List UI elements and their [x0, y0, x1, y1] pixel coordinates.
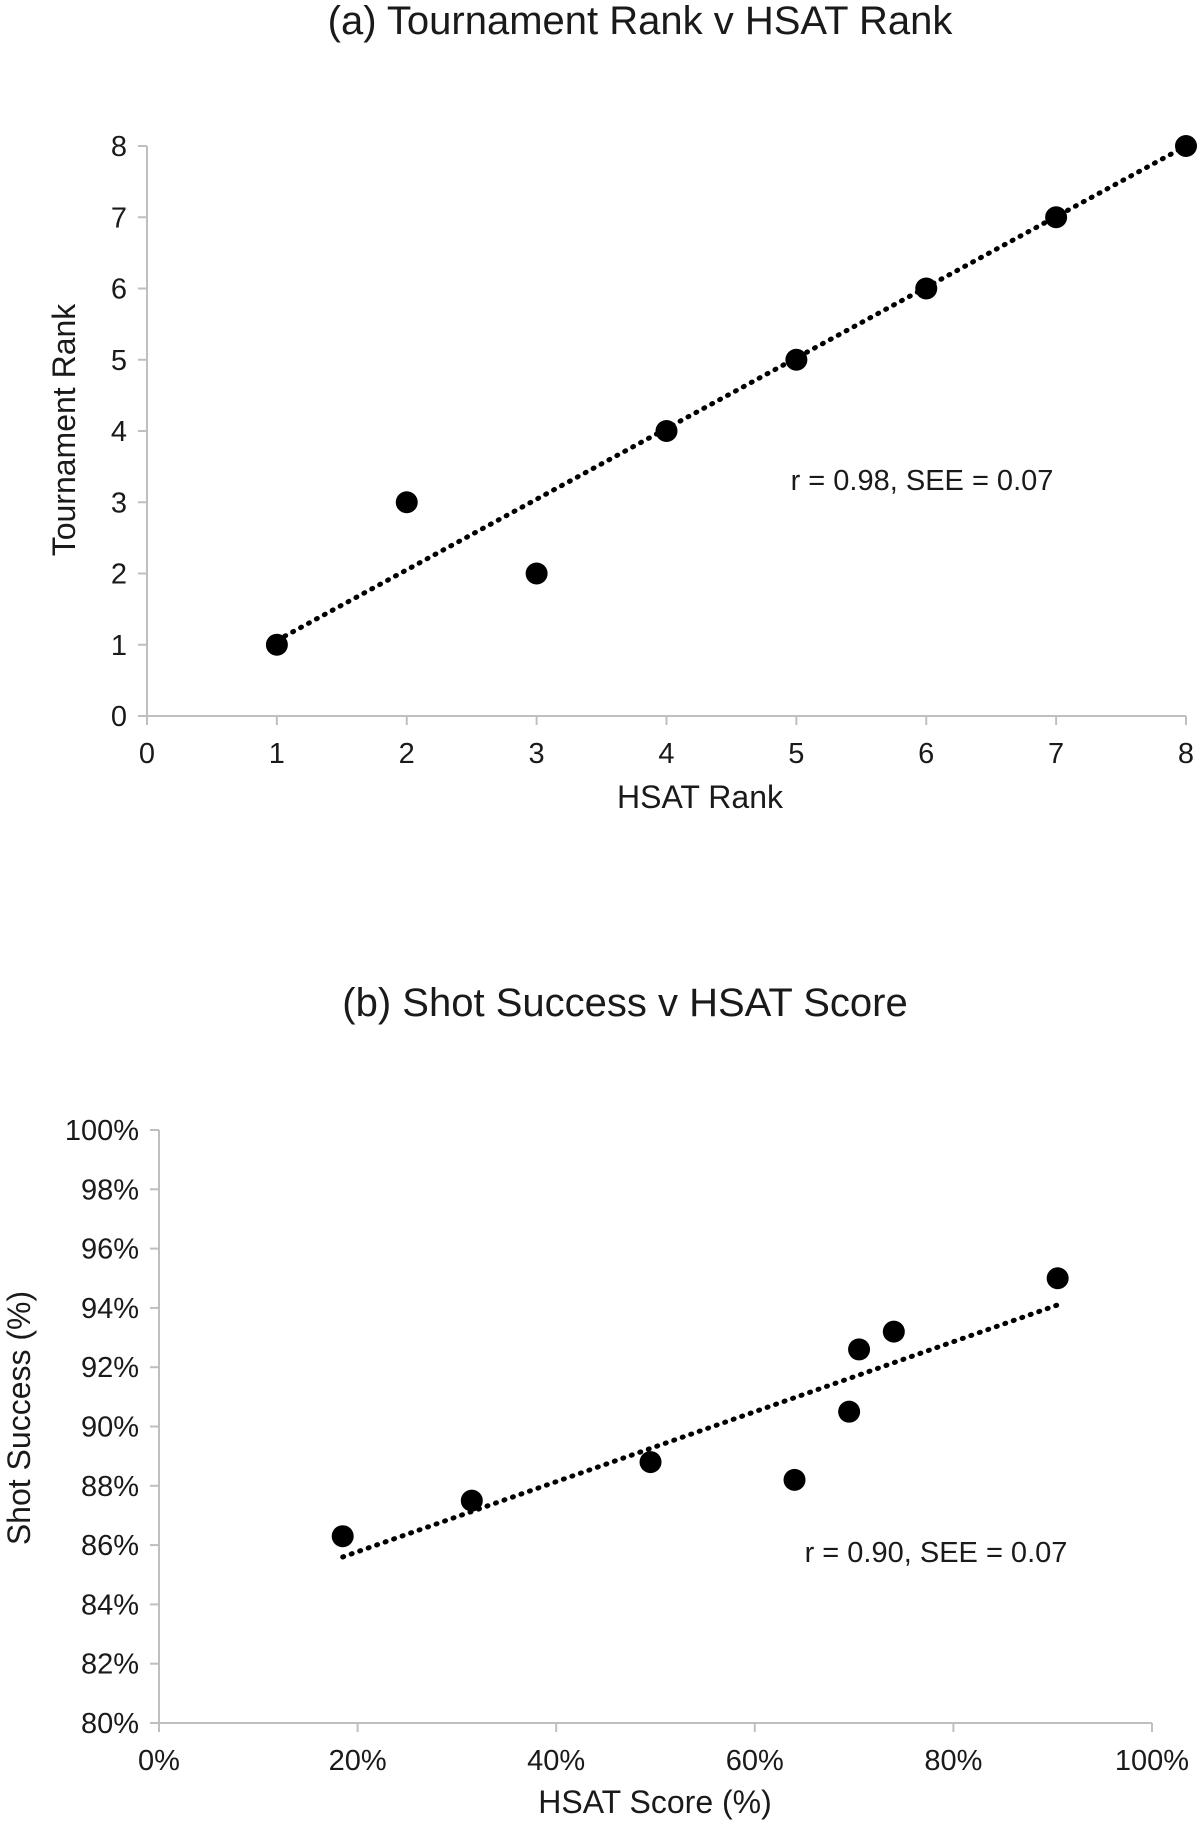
chart-b-data-point — [331, 1525, 354, 1548]
chart-b-data-point — [882, 1320, 905, 1343]
chart-a-trendline — [274, 143, 1189, 643]
chart-a-tournament-rank: (a) Tournament Rank v HSAT Rank HSAT Ran… — [46, 0, 1197, 815]
chart-a-y-tick-label: 0 — [111, 701, 127, 733]
chart-a-y-tick-label: 4 — [111, 416, 127, 448]
chart-a-y-axis-label: Tournament Rank — [46, 303, 82, 557]
chart-a-y-tick-label: 3 — [111, 487, 127, 519]
chart-a-data-point — [265, 633, 288, 656]
chart-b-y-tick-label: 86% — [81, 1530, 139, 1562]
chart-b-x-axis-label: HSAT Score (%) — [538, 1784, 772, 1820]
chart-a-x-tick-label: 4 — [658, 738, 674, 770]
chart-b-x-tick-label: 100% — [1115, 1745, 1189, 1777]
chart-a-x-tick-label: 3 — [529, 738, 545, 770]
chart-b-data-point — [1046, 1267, 1069, 1290]
chart-a-data-point — [525, 562, 548, 585]
chart-b-title: (b) Shot Success v HSAT Score — [342, 981, 907, 1025]
chart-a-y-tick-label: 2 — [111, 559, 127, 591]
chart-a-y-tick-label: 7 — [111, 202, 127, 234]
chart-b-trendline — [340, 1302, 1061, 1560]
chart-b-x-tick-label: 0% — [138, 1745, 180, 1777]
chart-a-ticks: 0 1 2 3 4 5 6 7 8 0 1 2 3 4 5 6 7 8 — [111, 131, 1194, 770]
chart-a-x-axis-label: HSAT Rank — [617, 779, 784, 815]
chart-b-y-tick-label: 92% — [81, 1352, 139, 1384]
chart-a-data-point — [915, 277, 938, 300]
chart-b-y-tick-label: 98% — [81, 1174, 139, 1206]
chart-a-data-point — [395, 491, 418, 514]
chart-a-data-point — [785, 348, 808, 371]
chart-a-points — [265, 135, 1197, 656]
chart-b-y-axis-label: Shot Success (%) — [1, 1291, 37, 1545]
chart-b-x-tick-label: 80% — [924, 1745, 982, 1777]
chart-a-x-tick-label: 5 — [788, 738, 804, 770]
chart-b-annotation: r = 0.90, SEE = 0.07 — [805, 1537, 1068, 1569]
chart-a-x-tick-label: 8 — [1178, 738, 1194, 770]
chart-b-shot-success: (b) Shot Success v HSAT Score HSAT Score… — [1, 981, 1189, 1820]
chart-b-y-tick-label: 80% — [81, 1708, 139, 1740]
chart-a-data-point — [1045, 206, 1068, 229]
chart-b-data-point — [848, 1338, 871, 1361]
chart-b-y-tick-label: 88% — [81, 1471, 139, 1503]
chart-b-x-tick-label: 40% — [527, 1745, 585, 1777]
chart-b-y-tick-label: 82% — [81, 1649, 139, 1681]
chart-b-y-tick-label: 94% — [81, 1293, 139, 1325]
chart-b-data-point — [783, 1468, 806, 1491]
chart-a-y-tick-label: 6 — [111, 274, 127, 306]
chart-a-x-tick-label: 7 — [1048, 738, 1064, 770]
chart-a-x-tick-label: 6 — [918, 738, 934, 770]
chart-b-y-tick-label: 84% — [81, 1589, 139, 1621]
chart-b-data-point — [460, 1489, 483, 1512]
chart-b-points — [331, 1267, 1069, 1548]
chart-a-x-tick-label: 0 — [139, 738, 155, 770]
chart-b-y-tick-label: 100% — [65, 1115, 139, 1147]
chart-b-x-tick-label: 20% — [329, 1745, 387, 1777]
chart-b-y-tick-label: 96% — [81, 1234, 139, 1266]
chart-a-x-tick-label: 1 — [269, 738, 285, 770]
chart-a-y-tick-label: 1 — [111, 630, 127, 662]
chart-a-data-point — [1175, 135, 1197, 157]
chart-a-annotation: r = 0.98, SEE = 0.07 — [791, 465, 1054, 497]
chart-b-ticks: 80% 82% 84% 86% 88% 90% 92% 94% 96% 98% 100% 0% 20% 4… — [65, 1115, 1189, 1777]
chart-a-y-tick-label: 8 — [111, 131, 127, 163]
chart-b-data-point — [838, 1400, 861, 1423]
chart-b-x-tick-label: 60% — [726, 1745, 784, 1777]
chart-a-x-tick-label: 2 — [399, 738, 415, 770]
chart-a-data-point — [655, 420, 678, 442]
chart-b-y-tick-label: 90% — [81, 1412, 139, 1444]
chart-b-data-point — [639, 1451, 662, 1474]
chart-a-title: (a) Tournament Rank v HSAT Rank — [328, 0, 954, 43]
chart-a-y-tick-label: 5 — [111, 345, 127, 377]
